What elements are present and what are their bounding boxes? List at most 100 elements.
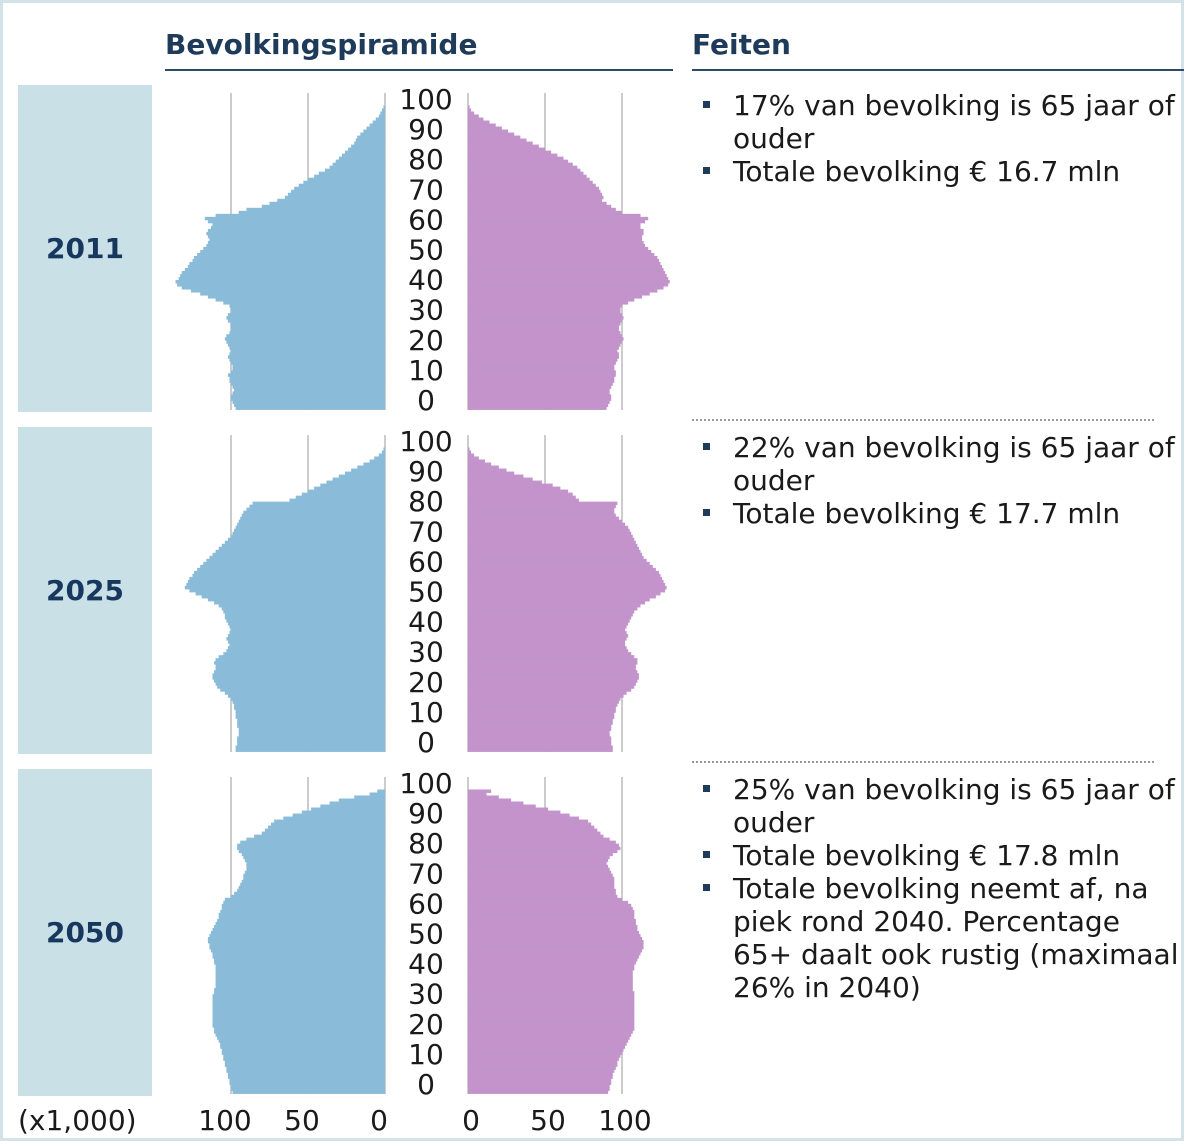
bar-left [354, 141, 385, 146]
bar-left [214, 991, 385, 995]
bar-right [468, 528, 630, 533]
bar-right [468, 1000, 635, 1004]
age-label: 40 [408, 606, 444, 639]
bar-left [243, 510, 385, 515]
bar-left [238, 519, 385, 524]
bar-left [189, 261, 385, 266]
bar-left [181, 271, 385, 275]
age-label: 60 [408, 545, 444, 578]
bar-left [221, 903, 385, 908]
bar-left [215, 982, 385, 986]
bar-left [215, 298, 385, 302]
bar-left [338, 156, 385, 161]
bar-right [468, 540, 636, 545]
bar-right [468, 543, 638, 548]
bar-right [468, 885, 615, 890]
bar-right [468, 1030, 633, 1034]
bar-left [214, 670, 385, 674]
bar-right [468, 228, 644, 233]
bar-left [289, 498, 385, 503]
bar-right [468, 453, 475, 457]
bar-left [240, 840, 385, 845]
bar-right [468, 183, 596, 188]
bar-left [229, 352, 385, 356]
bar-right [468, 882, 615, 887]
age-label: 10 [408, 354, 444, 387]
bar-right [468, 459, 485, 463]
bar-right [468, 985, 633, 989]
bar-left [324, 168, 385, 173]
bar-right [468, 652, 632, 656]
bar-right [468, 613, 633, 617]
bar-left [212, 994, 385, 998]
bar-right [468, 976, 633, 980]
bar-left [215, 682, 385, 686]
bar-right [468, 646, 627, 650]
bar-left [360, 132, 385, 137]
bar-right [468, 724, 612, 728]
age-label: 60 [408, 887, 444, 920]
fact: 25% van bevolking is 65 jaar of ouder [703, 773, 1184, 839]
bar-right [468, 343, 621, 347]
bar-right [468, 870, 612, 875]
bar-left [231, 349, 385, 353]
bar-right [468, 192, 602, 197]
bar-left [238, 727, 385, 731]
bar-right [468, 213, 641, 218]
bar-right [468, 688, 632, 692]
bar-left [212, 1003, 385, 1007]
bar-right [468, 147, 545, 152]
bar-left [221, 606, 385, 611]
bar-left [254, 834, 385, 839]
bar-left [212, 1021, 385, 1025]
bar-left [355, 138, 385, 143]
bar-right [468, 534, 633, 539]
bar-right [468, 495, 576, 500]
bar-right [468, 492, 573, 497]
bar-left [223, 301, 385, 305]
bar-right [468, 970, 633, 974]
bar-right [468, 1009, 635, 1013]
bar-left [226, 340, 385, 344]
bar-right [468, 1024, 635, 1028]
bar-left [224, 337, 385, 341]
bar-left [375, 117, 385, 121]
bar-left [184, 268, 385, 272]
bar-left [238, 733, 385, 737]
bar-right [468, 643, 626, 647]
bar-right [468, 982, 633, 986]
age-label: 70 [408, 173, 444, 206]
bar-right [468, 195, 604, 200]
bar-left [227, 373, 385, 377]
bar-left [201, 594, 385, 599]
bar-left [206, 243, 385, 248]
bar-left [212, 1009, 385, 1013]
bar-left [238, 730, 385, 734]
bar-right [468, 513, 616, 518]
bar-left [381, 450, 385, 454]
bar-right [468, 304, 622, 308]
bar-right [468, 828, 598, 833]
bar-right [468, 594, 656, 599]
bar-left [215, 213, 385, 218]
bar-left [203, 561, 385, 566]
bar-right [468, 1060, 618, 1064]
bar-right [468, 328, 619, 332]
bar-left [227, 622, 385, 626]
bar-left [238, 210, 385, 215]
bar-left [227, 1072, 385, 1076]
bar-left [220, 1045, 385, 1049]
bar-right [468, 637, 627, 641]
bar-left [221, 1048, 385, 1052]
bar-left [383, 105, 385, 109]
bar-left [217, 918, 385, 923]
bar-right [468, 546, 639, 551]
bar-right [468, 867, 610, 872]
bar-right [468, 301, 629, 305]
bar-right [468, 742, 612, 746]
bar-right [468, 219, 646, 224]
bar-right [468, 1078, 612, 1082]
bar-right [468, 616, 632, 620]
bar-left [241, 513, 385, 518]
